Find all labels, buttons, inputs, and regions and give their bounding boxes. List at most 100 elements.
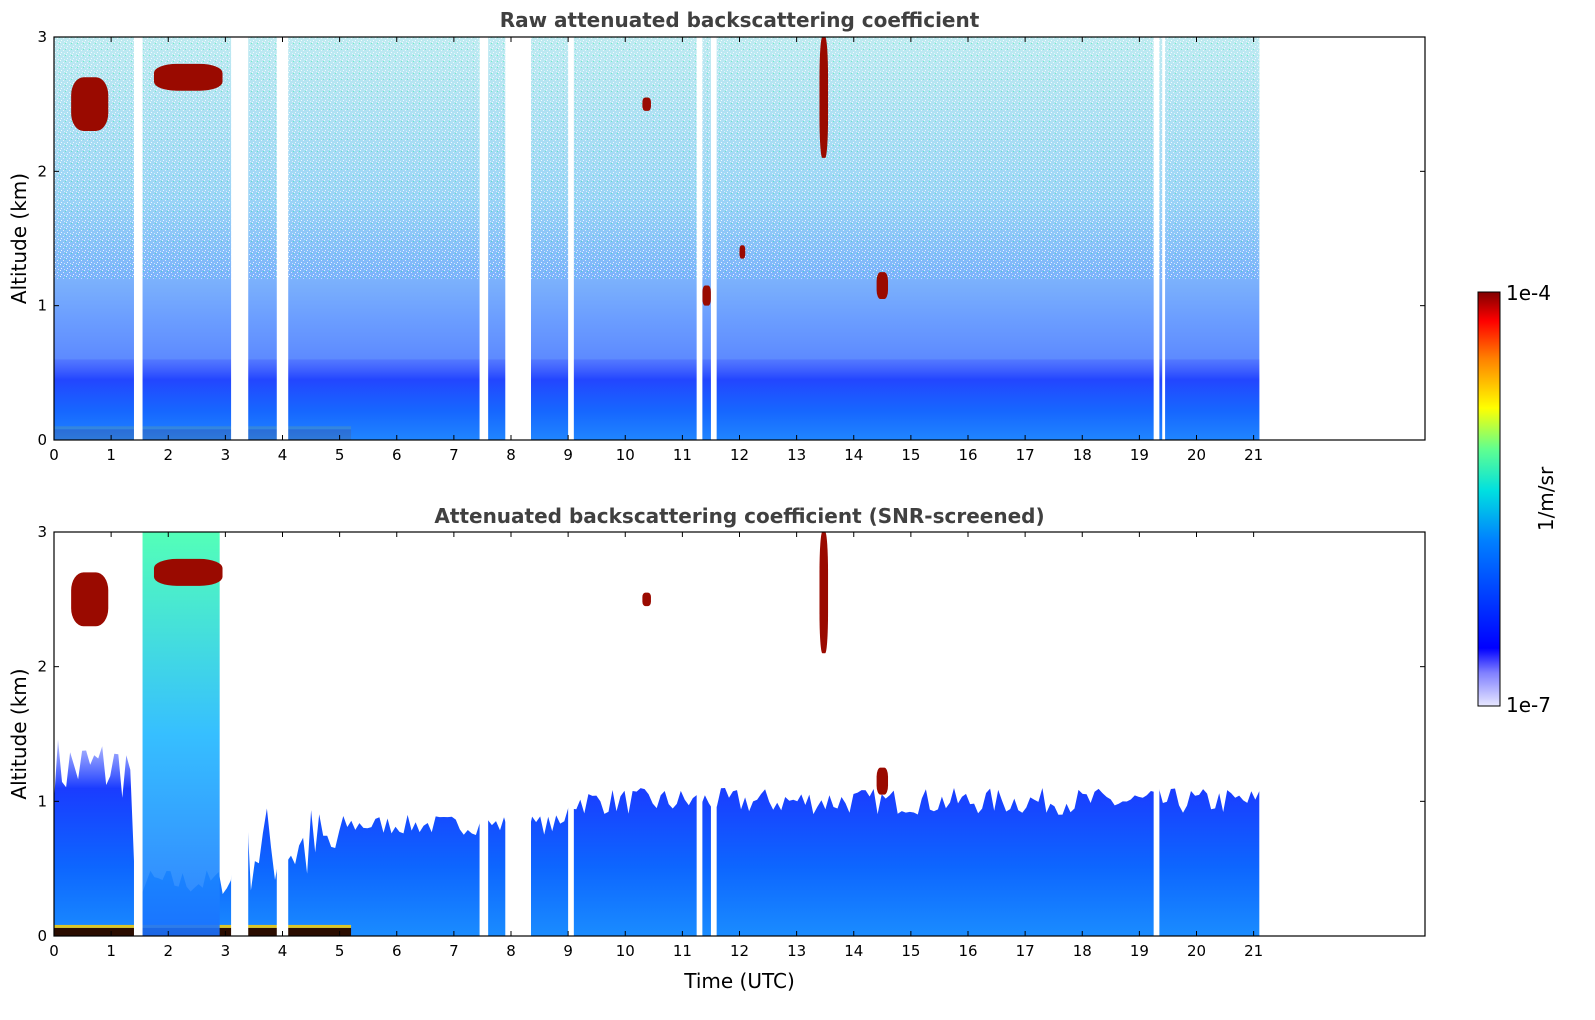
x-tick-label: 7 bbox=[449, 446, 459, 464]
data-gap-9 bbox=[1153, 37, 1160, 440]
y-tick-label: 3 bbox=[37, 523, 47, 541]
x-tick-label: 6 bbox=[392, 446, 402, 464]
x-axis-label: Time (UTC) bbox=[683, 969, 795, 993]
x-tick-label: 18 bbox=[1073, 446, 1092, 464]
colorbar-ramp bbox=[1477, 291, 1501, 707]
colorbar: 1e-4 1e-7 1/m/sr bbox=[1477, 281, 1558, 717]
data-gap-6 bbox=[568, 37, 574, 440]
x-tick-label: 14 bbox=[844, 942, 863, 960]
data-gap-7 bbox=[696, 37, 703, 440]
x-tick-label: 0 bbox=[49, 942, 59, 960]
x-tick-label: 19 bbox=[1130, 446, 1149, 464]
cloud-5 bbox=[153, 558, 223, 586]
x-tick-label: 4 bbox=[278, 942, 288, 960]
x-tick-label: 20 bbox=[1187, 446, 1206, 464]
x-tick-label: 15 bbox=[901, 446, 920, 464]
x-tick-label: 3 bbox=[221, 446, 231, 464]
cloud-4 bbox=[71, 572, 109, 627]
x-tick-label: 21 bbox=[1244, 446, 1263, 464]
x-tick-label: 7 bbox=[449, 942, 459, 960]
y-tick-label: 0 bbox=[37, 431, 47, 449]
y-tick-label: 2 bbox=[37, 162, 47, 180]
colorbar-min-label: 1e-7 bbox=[1506, 693, 1551, 717]
x-tick-label: 8 bbox=[506, 446, 516, 464]
x-tick-label: 3 bbox=[221, 942, 231, 960]
data-gap-8 bbox=[710, 37, 717, 440]
cloud-8 bbox=[819, 532, 829, 654]
x-tick-label: 8 bbox=[506, 942, 516, 960]
x-tick-label: 1 bbox=[106, 942, 116, 960]
x-tick-label: 16 bbox=[958, 942, 977, 960]
x-tick-label: 16 bbox=[958, 446, 977, 464]
boundary-layer-2 bbox=[54, 359, 1260, 440]
data-gap-2 bbox=[231, 532, 249, 936]
data-gap-3 bbox=[276, 532, 289, 936]
data-gap-4 bbox=[479, 37, 489, 440]
x-tick-label: 13 bbox=[787, 942, 806, 960]
y-axis-label: Altitude (km) bbox=[7, 668, 31, 799]
data-gap-2 bbox=[231, 37, 249, 440]
panel-title: Attenuated backscattering coefficient (S… bbox=[434, 504, 1044, 528]
cloud-3 bbox=[71, 77, 109, 132]
x-tick-label: 2 bbox=[163, 942, 173, 960]
cloud-6 bbox=[876, 272, 889, 299]
heatmap-field bbox=[54, 37, 1260, 440]
x-tick-label: 9 bbox=[563, 942, 573, 960]
data-gap-3 bbox=[276, 37, 289, 440]
x-tick-label: 9 bbox=[563, 446, 573, 464]
panel-2: 0 1 2 3 4 5 6 7 8 9 10 11 12 13 14 15 16 17 18 19 20 210123At… bbox=[7, 504, 1426, 993]
x-tick-label: 15 bbox=[901, 942, 920, 960]
data-gap-7 bbox=[696, 532, 703, 936]
panel-1: 0 1 2 3 4 5 6 7 8 9 10 11 12 13 14 15 16 17 18 19 20 210123Ra… bbox=[7, 8, 1426, 464]
heatmap-field bbox=[54, 532, 1260, 936]
x-tick-label: 6 bbox=[392, 942, 402, 960]
x-tick-label: 14 bbox=[844, 446, 863, 464]
y-axis-label: Altitude (km) bbox=[7, 173, 31, 304]
cloud-5 bbox=[642, 97, 651, 111]
data-gap-10 bbox=[1162, 37, 1166, 440]
data-gap-1 bbox=[133, 532, 143, 936]
x-tick-label: 1 bbox=[106, 446, 116, 464]
x-tick-label: 0 bbox=[49, 446, 59, 464]
data-gap-5 bbox=[505, 37, 531, 440]
y-tick-label: 1 bbox=[37, 792, 47, 810]
data-gap-9 bbox=[1153, 532, 1160, 936]
x-tick-label: 5 bbox=[335, 942, 345, 960]
colorbar-unit-label: 1/m/sr bbox=[1534, 466, 1558, 531]
x-tick-label: 10 bbox=[616, 942, 635, 960]
x-tick-label: 17 bbox=[1016, 446, 1035, 464]
x-tick-label: 12 bbox=[730, 942, 749, 960]
y-tick-label: 3 bbox=[37, 28, 47, 46]
x-tick-label: 5 bbox=[335, 446, 345, 464]
screened-field bbox=[54, 739, 1260, 936]
aerosol-plume-3 bbox=[139, 532, 220, 936]
y-tick-label: 0 bbox=[37, 927, 47, 945]
colorbar-max-label: 1e-4 bbox=[1506, 281, 1551, 305]
data-gap-6 bbox=[568, 532, 574, 936]
x-tick-label: 11 bbox=[673, 446, 692, 464]
x-tick-label: 4 bbox=[278, 446, 288, 464]
x-tick-label: 19 bbox=[1130, 942, 1149, 960]
x-tick-label: 21 bbox=[1244, 942, 1263, 960]
noise-speckle bbox=[54, 37, 1260, 279]
x-tick-label: 13 bbox=[787, 446, 806, 464]
x-tick-label: 17 bbox=[1016, 942, 1035, 960]
x-tick-label: 12 bbox=[730, 446, 749, 464]
x-tick-label: 20 bbox=[1187, 942, 1206, 960]
x-tick-label: 11 bbox=[673, 942, 692, 960]
y-tick-label: 2 bbox=[37, 658, 47, 676]
y-tick-label: 1 bbox=[37, 297, 47, 315]
cloud-7 bbox=[739, 245, 746, 259]
data-gap-1 bbox=[133, 37, 143, 440]
x-tick-label: 18 bbox=[1073, 942, 1092, 960]
data-gap-5 bbox=[505, 532, 531, 936]
data-gap-8 bbox=[710, 532, 717, 936]
panel-title: Raw attenuated backscattering coefficien… bbox=[500, 8, 980, 32]
cloud-9 bbox=[702, 285, 711, 306]
x-tick-label: 10 bbox=[616, 446, 635, 464]
cloud-8 bbox=[819, 37, 829, 158]
x-tick-label: 2 bbox=[163, 446, 173, 464]
data-gap-4 bbox=[479, 532, 489, 936]
cloud-6 bbox=[642, 592, 651, 607]
